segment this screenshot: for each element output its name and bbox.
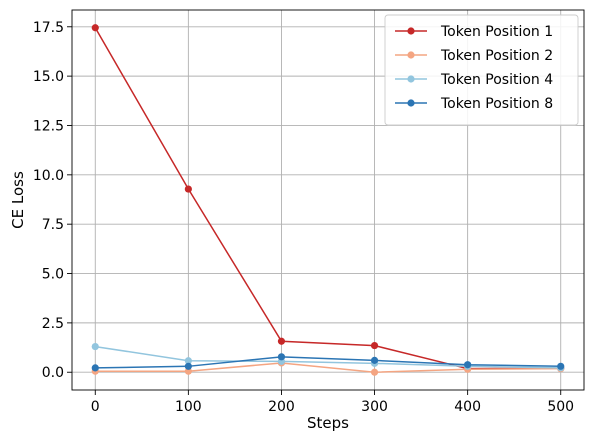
x-tick-label: 0 xyxy=(91,399,100,415)
legend-swatch-marker xyxy=(407,27,415,35)
data-point xyxy=(370,368,379,376)
x-tick-label: 300 xyxy=(361,399,388,415)
y-tick-label: 2.5 xyxy=(42,316,64,332)
legend-item: Token Position 1 xyxy=(395,24,553,40)
x-tick-label: 500 xyxy=(547,399,574,415)
series-line xyxy=(95,345,561,369)
x-tick-label: 200 xyxy=(268,399,295,415)
y-tick-label: 10.0 xyxy=(33,168,64,184)
data-point xyxy=(370,341,379,350)
data-point xyxy=(277,353,286,361)
y-axis-ticks: 0.0 2.5 5.0 7.5 10.0 12.5 15.0 17.5 xyxy=(33,20,72,381)
plot-frame xyxy=(71,9,585,391)
legend-label: Token Position 8 xyxy=(440,96,553,112)
y-tick-label: 12.5 xyxy=(33,118,64,134)
legend-item: Token Position 2 xyxy=(395,48,553,64)
series-line-4 xyxy=(91,353,565,372)
data-point xyxy=(184,357,192,365)
data-point xyxy=(277,337,286,345)
legend: Token Position 1 Token Position 2 Token Po… xyxy=(384,14,579,126)
y-tick-label: 7.5 xyxy=(42,217,64,233)
legend-label: Token Position 4 xyxy=(440,72,553,88)
data-point xyxy=(184,362,192,370)
legend-swatch-marker xyxy=(407,99,415,107)
data-point xyxy=(91,24,99,32)
data-point xyxy=(370,356,379,364)
data-point xyxy=(184,367,192,375)
data-point xyxy=(557,362,565,370)
legend-swatch-marker xyxy=(407,51,415,59)
legend-item: Token Position 8 xyxy=(395,96,553,112)
x-tick-label: 100 xyxy=(175,399,202,415)
data-point xyxy=(464,361,472,369)
data-point xyxy=(91,342,99,351)
x-axis-label: Steps xyxy=(307,414,349,432)
y-tick-label: 0.0 xyxy=(42,365,64,381)
y-tick-label: 5.0 xyxy=(42,267,64,283)
y-tick-label: 15.0 xyxy=(33,69,64,85)
legend-swatch-marker xyxy=(407,75,415,83)
legend-item: Token Position 4 xyxy=(395,72,553,88)
legend-label: Token Position 1 xyxy=(440,24,553,40)
y-axis-label: CE Loss xyxy=(9,171,27,229)
x-axis-ticks: 0 100 200 300 400 500 xyxy=(91,390,574,415)
y-tick-label: 17.5 xyxy=(33,20,64,36)
series-line xyxy=(95,362,561,373)
series-group xyxy=(91,24,565,376)
legend-box xyxy=(384,14,579,126)
data-point xyxy=(91,364,99,372)
legend-label: Token Position 2 xyxy=(440,48,553,64)
series-line xyxy=(95,356,561,369)
data-point xyxy=(184,185,192,193)
x-tick-label: 400 xyxy=(454,399,481,415)
